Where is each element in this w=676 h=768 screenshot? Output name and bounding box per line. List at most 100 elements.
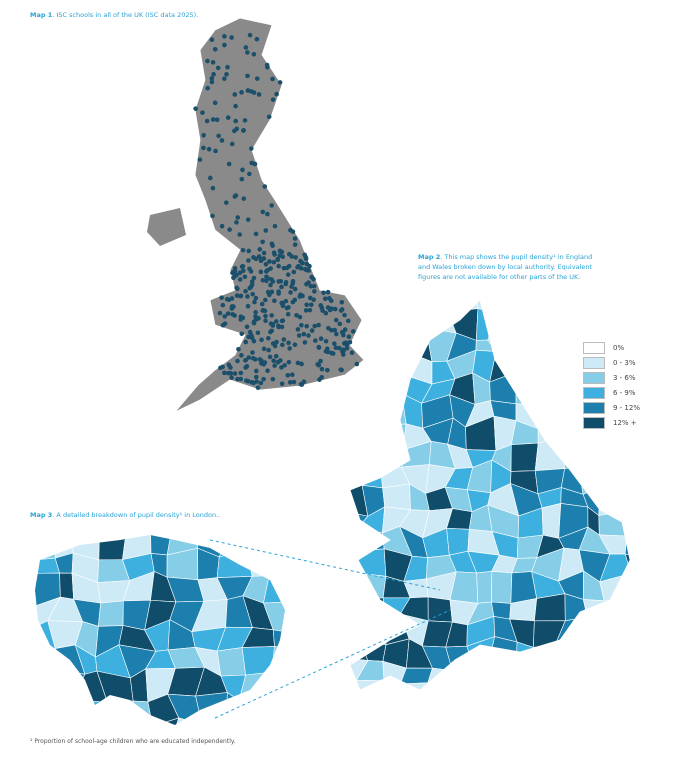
school-dot [262, 308, 268, 314]
school-dot [285, 272, 291, 277]
school-dot [220, 302, 226, 308]
school-dot [210, 117, 216, 122]
region [383, 680, 401, 690]
region [271, 646, 285, 673]
school-dot [235, 286, 240, 292]
school-dot [347, 339, 353, 345]
school-dot [303, 254, 308, 260]
region [350, 615, 365, 649]
region [241, 646, 275, 676]
region [577, 646, 609, 667]
school-dot [313, 338, 318, 343]
legend-label: 0 - 3% [613, 358, 636, 367]
legend-item: 0 - 3% [583, 355, 640, 370]
school-dot [322, 296, 328, 302]
region [350, 550, 359, 580]
school-dot [242, 118, 248, 123]
school-dot [254, 36, 260, 42]
school-dot [316, 322, 321, 328]
school-dot [282, 363, 287, 368]
school-dot [286, 340, 291, 346]
region [599, 467, 630, 488]
school-dot [253, 374, 259, 380]
legend-swatch [583, 371, 605, 384]
school-dot [334, 331, 339, 337]
region [350, 600, 365, 625]
school-dot [267, 354, 273, 360]
school-dot [219, 223, 225, 229]
school-dot [228, 365, 233, 370]
school-dot [274, 91, 279, 97]
legend-label: 0% [613, 343, 625, 352]
school-dot [264, 62, 270, 68]
region [536, 338, 567, 363]
school-dot [261, 376, 266, 382]
region [513, 660, 545, 690]
school-dot [349, 350, 355, 356]
school-dot [263, 297, 268, 303]
school-dot [273, 319, 279, 324]
school-dot [292, 286, 298, 292]
region [195, 692, 228, 725]
school-dot [235, 215, 241, 220]
region [599, 665, 629, 685]
region [150, 717, 180, 725]
school-dot [342, 327, 348, 332]
school-dot [311, 276, 316, 282]
school-dot [224, 296, 230, 302]
school-dot [244, 324, 250, 330]
school-dot [258, 256, 264, 262]
school-dot [251, 338, 257, 344]
school-dot [272, 223, 278, 229]
school-dot [251, 275, 257, 281]
school-dot [222, 42, 227, 48]
region [49, 670, 86, 701]
region [619, 300, 630, 317]
region [275, 726, 301, 752]
school-dot [290, 278, 296, 284]
school-dot [251, 319, 257, 325]
region [577, 657, 609, 685]
school-dot [248, 284, 254, 290]
school-dot [212, 47, 218, 52]
school-dot [230, 312, 235, 317]
school-dot [321, 290, 326, 296]
school-dot [254, 76, 260, 81]
region [350, 526, 360, 556]
region [519, 334, 543, 363]
region [580, 300, 603, 311]
school-dot [308, 283, 314, 289]
caption: Map 2. This map shows the pupil density¹… [418, 253, 593, 281]
region [509, 300, 541, 313]
school-dot [201, 132, 206, 138]
school-dot [249, 279, 255, 284]
school-dot [239, 176, 245, 182]
school-dot [254, 379, 259, 384]
region [532, 349, 567, 385]
region [623, 681, 630, 690]
school-dot [302, 266, 308, 272]
school-dot [209, 79, 215, 85]
region [489, 657, 517, 690]
region [350, 641, 369, 661]
school-dot [222, 314, 228, 319]
school-dot [250, 291, 256, 297]
school-dot [276, 291, 281, 296]
region [510, 442, 539, 472]
school-dot [332, 341, 337, 346]
region [242, 727, 276, 751]
legend-item: 3 - 6% [583, 370, 640, 385]
school-dot [307, 307, 313, 313]
school-dot [286, 359, 292, 365]
region [263, 575, 285, 604]
region [427, 596, 453, 623]
region [625, 467, 630, 485]
region [35, 690, 62, 722]
school-dot [344, 345, 350, 351]
region [577, 617, 607, 648]
school-dot [260, 239, 265, 245]
school-dot [248, 146, 254, 151]
region [399, 682, 431, 690]
school-dot [318, 358, 323, 364]
school-dot [271, 250, 277, 255]
